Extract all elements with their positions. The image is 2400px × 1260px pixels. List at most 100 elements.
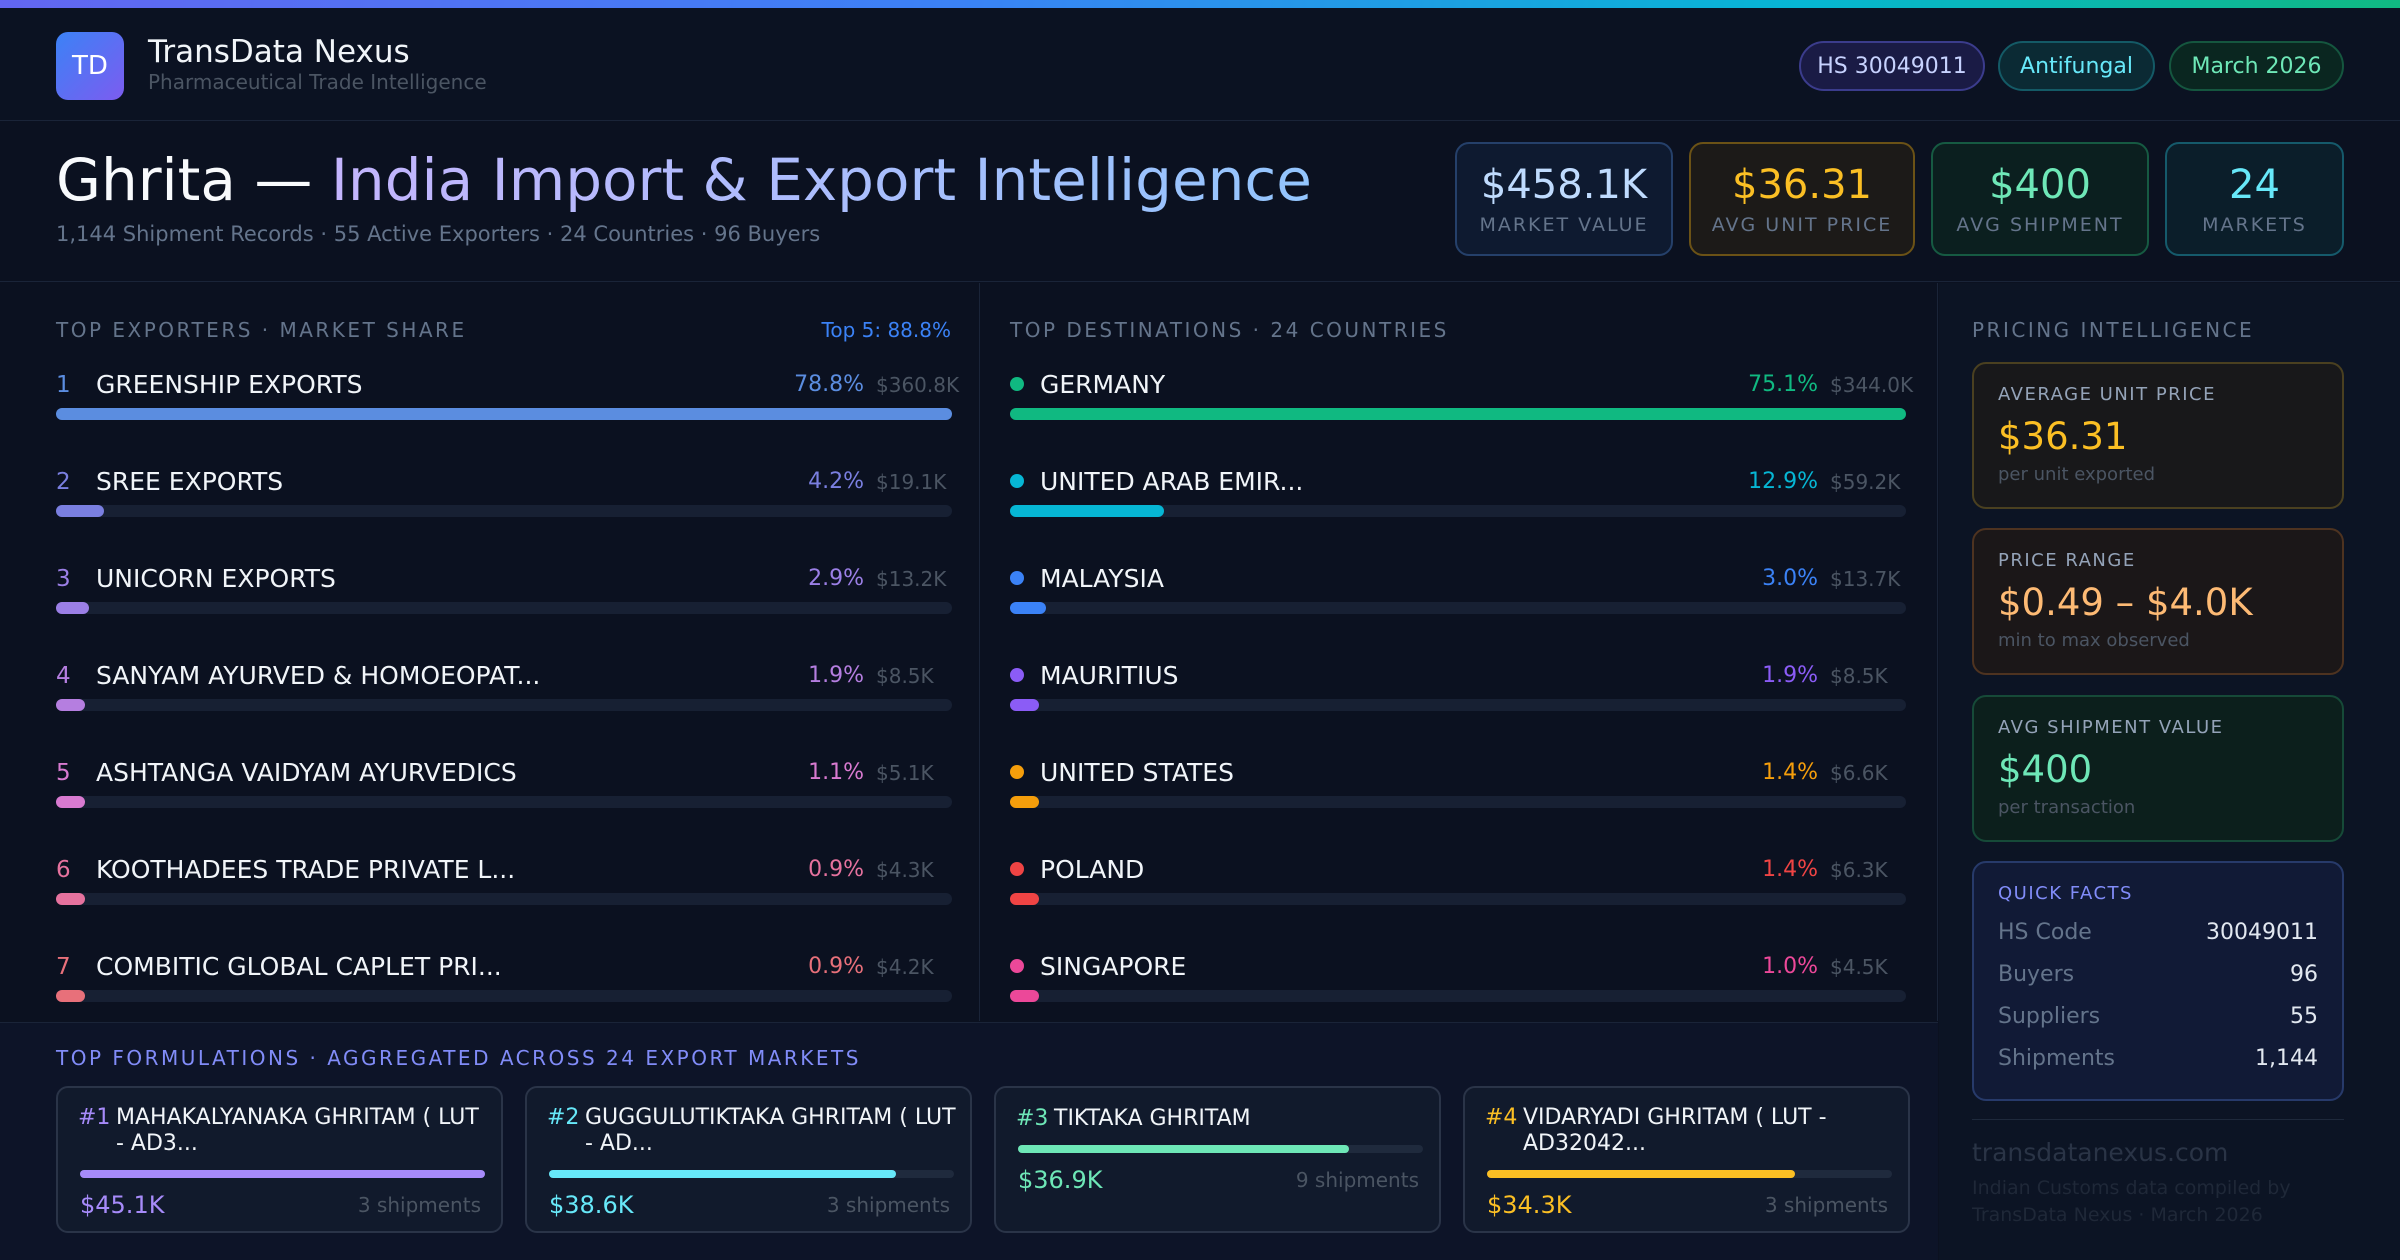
exporter-row[interactable]: 4 SANYAM AYURVED & HOMOEOPAT... 1.9% $8.… — [56, 659, 952, 719]
country-name: GERMANY — [1040, 370, 1166, 399]
card-label: AVERAGE UNIT PRICE — [1998, 384, 2216, 405]
share-bar-track — [1010, 893, 1906, 905]
brand-logo[interactable]: TD — [56, 32, 124, 100]
share-bar-fill — [56, 990, 85, 1002]
exporter-row[interactable]: 3 UNICORN EXPORTS 2.9% $13.2K — [56, 562, 952, 622]
formulation-rank: #2 — [547, 1105, 580, 1130]
fact-key: HS Code — [1998, 920, 2092, 945]
exporter-row[interactable]: 5 ASHTANGA VAIDYAM AYURVEDICS 1.1% $5.1K — [56, 756, 952, 816]
price-range-card[interactable]: PRICE RANGE $0.49 – $4.0K min to max obs… — [1972, 528, 2344, 675]
brand-subtitle: Pharmaceutical Trade Intelligence — [148, 70, 487, 94]
share-bar-track — [56, 505, 952, 517]
exporter-amount: $5.1K — [876, 761, 934, 785]
quick-fact-row: Buyers 96 — [1998, 962, 2318, 1004]
country-amount: $8.5K — [1830, 664, 1888, 688]
country-dot-icon — [1010, 862, 1024, 876]
country-dot-icon — [1010, 959, 1024, 973]
country-dot-icon — [1010, 765, 1024, 779]
kpi-market-value[interactable]: $458.1K MARKET VALUE — [1455, 142, 1673, 256]
share-bar-track — [1010, 602, 1906, 614]
formulation-card[interactable]: #1 MAHAKALYANAKA GHRITAM ( LUT - AD3... … — [56, 1086, 503, 1233]
formulation-shipments: 3 shipments — [357, 1193, 481, 1217]
avg-shipment-value-card[interactable]: AVG SHIPMENT VALUE $400 per transaction — [1972, 695, 2344, 842]
category-pill[interactable]: Antifungal — [1998, 41, 2155, 91]
quick-fact-row: Shipments 1,144 — [1998, 1046, 2318, 1088]
exporter-name: SANYAM AYURVED & HOMOEOPAT... — [96, 661, 541, 690]
formulation-bar-fill — [549, 1170, 896, 1178]
formulation-bar-track — [1018, 1145, 1423, 1153]
formulation-bar-fill — [1018, 1145, 1350, 1153]
exporter-name: SREE EXPORTS — [96, 467, 284, 496]
date-pill[interactable]: March 2026 — [2169, 41, 2344, 91]
title-section: Ghrita — India Import & Export Intellige… — [0, 122, 2400, 282]
exporter-amount: $19.1K — [876, 470, 947, 494]
destinations-section-label: TOP DESTINATIONS · 24 COUNTRIES — [1010, 318, 1449, 342]
formulation-card[interactable]: #3 TIKTAKA GHRITAM $36.9K 9 shipments — [994, 1086, 1441, 1233]
fact-key: Buyers — [1998, 962, 2075, 987]
country-share-pct: 1.4% — [1762, 857, 1818, 882]
country-amount: $13.7K — [1830, 567, 1901, 591]
share-bar-track — [1010, 796, 1906, 808]
divider — [1972, 1119, 2344, 1120]
kpi-avg-shipment[interactable]: $400 AVG SHIPMENT — [1931, 142, 2149, 256]
card-label: PRICE RANGE — [1998, 550, 2136, 571]
pricing-section-label: PRICING INTELLIGENCE — [1972, 318, 2255, 342]
card-sub: min to max observed — [1998, 630, 2190, 651]
exporter-row[interactable]: 6 KOOTHADEES TRADE PRIVATE L... 0.9% $4.… — [56, 853, 952, 913]
destinations-panel: TOP DESTINATIONS · 24 COUNTRIES GERMANY … — [981, 283, 1938, 1021]
share-bar-fill — [56, 505, 104, 517]
share-bar-fill — [1010, 602, 1046, 614]
share-bar-fill — [1010, 990, 1039, 1002]
country-amount: $344.0K — [1830, 373, 1914, 397]
card-sub: per transaction — [1998, 797, 2136, 818]
destination-row[interactable]: UNITED STATES 1.4% $6.6K — [1010, 756, 1906, 816]
avg-unit-price-card[interactable]: AVERAGE UNIT PRICE $36.31 per unit expor… — [1972, 362, 2344, 509]
destination-row[interactable]: MALAYSIA 3.0% $13.7K — [1010, 562, 1906, 622]
formulation-bar-track — [80, 1170, 485, 1178]
exporter-rank: 2 — [56, 469, 71, 495]
destination-row[interactable]: UNITED ARAB EMIR... 12.9% $59.2K — [1010, 465, 1906, 525]
share-bar-fill — [56, 408, 952, 420]
card-value: $400 — [1998, 748, 2093, 791]
formulations-panel: TOP FORMULATIONS · AGGREGATED ACROSS 24 … — [0, 1022, 1938, 1260]
exporter-row[interactable]: 2 SREE EXPORTS 4.2% $19.1K — [56, 465, 952, 525]
kpi-label: MARKETS — [2202, 214, 2307, 236]
country-name: SINGAPORE — [1040, 952, 1187, 981]
kpi-value: $36.31 — [1732, 162, 1872, 208]
formulation-bar-fill — [80, 1170, 485, 1178]
exporter-row[interactable]: 7 COMBITIC GLOBAL CAPLET PRI... 0.9% $4.… — [56, 950, 952, 1010]
country-share-pct: 1.9% — [1762, 663, 1818, 688]
exporter-rank: 5 — [56, 760, 71, 786]
destination-row[interactable]: SINGAPORE 1.0% $4.5K — [1010, 950, 1906, 1010]
kpi-markets[interactable]: 24 MARKETS — [2165, 142, 2344, 256]
share-bar-track — [56, 893, 952, 905]
kpi-value: $400 — [1989, 162, 2091, 208]
formulation-card[interactable]: #4 VIDARYADI GHRITAM ( LUT - AD32042... … — [1463, 1086, 1910, 1233]
card-value: $36.31 — [1998, 415, 2128, 458]
exporter-share-pct: 0.9% — [808, 857, 864, 882]
formulation-bar-track — [549, 1170, 954, 1178]
country-name: UNITED ARAB EMIR... — [1040, 467, 1304, 496]
exporter-amount: $4.2K — [876, 955, 934, 979]
destination-row[interactable]: MAURITIUS 1.9% $8.5K — [1010, 659, 1906, 719]
hs-code-pill[interactable]: HS 30049011 — [1799, 41, 1985, 91]
share-bar-fill — [56, 602, 89, 614]
formulation-name: GUGGULUTIKTAKA GHRITAM ( LUT - AD... — [585, 1105, 956, 1156]
pricing-panel: PRICING INTELLIGENCE AVERAGE UNIT PRICE … — [1939, 283, 2400, 1260]
fact-value: 96 — [2290, 962, 2318, 987]
site-link[interactable]: transdatanexus.com — [1972, 1138, 2229, 1167]
exporter-amount: $4.3K — [876, 858, 934, 882]
quick-facts-card: QUICK FACTS HS Code 30049011 Buyers 96 S… — [1972, 861, 2344, 1101]
share-bar-track — [56, 990, 952, 1002]
destination-row[interactable]: GERMANY 75.1% $344.0K — [1010, 368, 1913, 428]
kpi-avg-unit-price[interactable]: $36.31 AVG UNIT PRICE — [1689, 142, 1915, 256]
destination-row[interactable]: POLAND 1.4% $6.3K — [1010, 853, 1906, 913]
exporters-section-label: TOP EXPORTERS · MARKET SHARE — [56, 318, 467, 342]
share-bar-fill — [1010, 505, 1164, 517]
exporter-share-pct: 0.9% — [808, 954, 864, 979]
exporter-row[interactable]: 1 GREENSHIP EXPORTS 78.8% $360.8K — [56, 368, 959, 428]
exporter-name: ASHTANGA VAIDYAM AYURVEDICS — [96, 758, 517, 787]
share-bar-track — [56, 408, 952, 420]
formulation-card[interactable]: #2 GUGGULUTIKTAKA GHRITAM ( LUT - AD... … — [525, 1086, 972, 1233]
exporter-name: COMBITIC GLOBAL CAPLET PRI... — [96, 952, 502, 981]
